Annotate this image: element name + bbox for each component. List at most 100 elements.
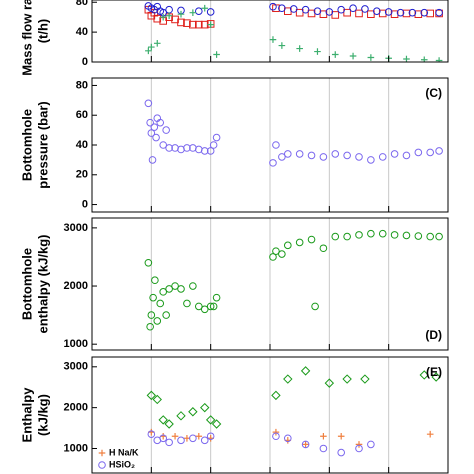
marker — [295, 238, 304, 247]
marker — [149, 293, 157, 302]
y-tick-label: 0 — [82, 198, 88, 210]
marker — [302, 441, 309, 448]
marker — [390, 150, 399, 158]
marker — [384, 8, 393, 16]
marker — [296, 45, 303, 52]
marker — [269, 36, 277, 43]
marker — [307, 151, 316, 160]
marker — [195, 20, 203, 29]
marker — [402, 9, 411, 18]
marker — [98, 449, 106, 457]
marker — [300, 366, 311, 376]
marker — [337, 448, 346, 457]
marker — [212, 133, 221, 142]
marker — [278, 153, 286, 161]
marker — [200, 147, 209, 155]
y-tick-label: 1000 — [64, 338, 88, 350]
marker — [271, 390, 281, 401]
marker — [147, 311, 156, 319]
plot-area — [144, 218, 443, 350]
marker — [278, 4, 286, 13]
marker — [284, 434, 292, 443]
frame — [91, 0, 449, 63]
marker — [272, 432, 280, 441]
marker — [205, 415, 216, 425]
marker — [324, 378, 335, 388]
marker — [337, 432, 345, 440]
marker — [373, 7, 381, 16]
marker — [183, 299, 191, 308]
panel-label: (D) — [425, 328, 442, 342]
marker — [176, 411, 186, 421]
marker — [355, 153, 363, 161]
marker — [171, 282, 179, 290]
marker — [162, 126, 170, 134]
plot-area — [144, 0, 443, 62]
plot-area — [146, 357, 441, 473]
marker — [209, 141, 218, 149]
marker — [283, 374, 293, 384]
marker — [164, 419, 174, 429]
marker — [153, 317, 162, 325]
marker — [151, 276, 159, 285]
y-tick-label: 80 — [76, 79, 88, 91]
marker — [311, 302, 319, 311]
y-axis-label: (kJ/kg) — [35, 394, 50, 436]
marker — [295, 150, 304, 158]
marker — [195, 302, 203, 311]
y-axis-label: pressure (bar) — [35, 101, 50, 188]
y-tick-label: 1000 — [64, 442, 88, 454]
marker — [158, 415, 168, 425]
marker — [331, 11, 340, 19]
marker — [189, 434, 197, 443]
marker — [206, 8, 215, 16]
marker — [153, 40, 161, 47]
frame — [91, 217, 449, 351]
marker — [435, 8, 443, 17]
marker — [314, 48, 321, 55]
marker — [183, 144, 191, 152]
marker — [189, 9, 197, 16]
marker — [272, 141, 280, 149]
marker — [189, 282, 197, 290]
marker — [278, 42, 286, 49]
marker — [272, 247, 280, 255]
y-tick-label: 20 — [76, 169, 88, 181]
marker — [355, 441, 363, 448]
marker — [272, 428, 280, 436]
marker — [206, 147, 215, 155]
marker — [349, 4, 357, 13]
marker — [212, 293, 221, 302]
y-axis-label: Mass flow rate — [19, 0, 34, 76]
marker — [396, 8, 405, 17]
y-tick-label: 0 — [82, 56, 88, 68]
marker — [195, 7, 203, 16]
marker — [367, 229, 375, 238]
marker — [144, 99, 153, 108]
marker — [206, 302, 215, 311]
y-axis-label: Bottomhole — [19, 248, 34, 320]
y-tick-label: 2000 — [64, 402, 88, 414]
marker — [269, 253, 277, 261]
marker — [177, 18, 185, 27]
marker — [156, 299, 165, 308]
y-tick-label: 40 — [76, 26, 88, 38]
y-tick-label: 40 — [76, 139, 88, 151]
legend-label: HSiO₂ — [109, 459, 135, 469]
marker — [177, 10, 185, 18]
marker — [183, 19, 191, 27]
marker — [360, 374, 370, 384]
marker — [420, 8, 429, 17]
marker — [343, 8, 351, 17]
marker — [165, 12, 173, 19]
marker — [195, 432, 203, 440]
marker — [331, 150, 340, 158]
marker — [349, 52, 357, 60]
marker — [269, 2, 277, 11]
marker — [200, 402, 210, 413]
marker — [213, 51, 220, 58]
marker — [152, 394, 162, 405]
panel-label: (C) — [425, 86, 442, 100]
marker — [162, 311, 170, 319]
frame — [91, 77, 449, 213]
